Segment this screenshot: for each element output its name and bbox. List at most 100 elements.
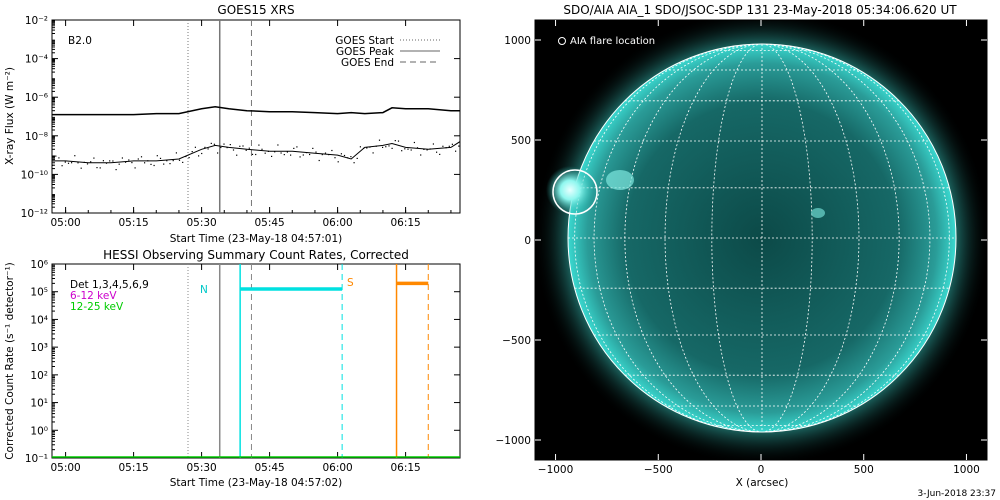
goes-short-channel-point: [309, 153, 311, 156]
goes-short-channel-point: [99, 167, 101, 169]
hessi-x-tick-label: 06:15: [390, 462, 420, 474]
goes-short-channel-point: [220, 146, 222, 149]
goes-short-channel-point: [172, 160, 174, 162]
hessi-y-tick-label: 10²: [30, 370, 48, 382]
goes-short-channel-point: [96, 167, 98, 169]
hessi-y-tick-label: 10⁻¹: [25, 453, 48, 465]
goes-short-channel-point: [144, 162, 146, 164]
longitude-line: [664, 44, 763, 432]
goes-short-channel-point: [353, 162, 355, 164]
goes-short-channel-point: [166, 160, 168, 162]
longitude-line: [761, 44, 813, 432]
aia-title: SDO/AIA AIA_1 SDO/JSOC-SDP 131 23-May-20…: [563, 3, 957, 17]
aia-y-tick-label: 0: [524, 235, 531, 247]
goes-short-channel-point: [178, 159, 181, 161]
aia-sun-image: SDO/AIA AIA_1 SDO/JSOC-SDP 131 23-May-20…: [495, 3, 988, 489]
goes-short-channel-point: [242, 145, 244, 147]
hessi-marker-s: S: [347, 277, 354, 289]
goes-short-channel-point: [248, 147, 250, 149]
hessi-y-ticks: 10⁻¹ 10⁰ 10¹ 10² 10³ 10⁴ 10⁵ 10⁶: [25, 259, 460, 465]
goes-short-channel-point: [423, 148, 425, 150]
goes-short-channel-point: [131, 162, 133, 164]
goes-title: GOES15 XRS: [217, 3, 294, 17]
hessi-x-tick-label: 05:30: [186, 462, 216, 474]
goes-x-axis-label: Start Time (23-May-18 04:57:01): [170, 233, 343, 245]
active-region-bright: [606, 170, 634, 190]
goes-short-channel-line: [52, 141, 460, 164]
goes-short-channel-point: [388, 145, 390, 147]
goes-short-channel-point: [305, 152, 308, 154]
goes-short-channel-point: [382, 146, 384, 148]
goes-short-channel-point: [359, 146, 361, 148]
goes-short-channel-point: [372, 152, 374, 154]
hessi-title: HESSI Observing Summary Count Rates, Cor…: [103, 248, 409, 262]
goes-short-channel-point: [296, 146, 298, 148]
hessi-y-tick-label: 10³: [30, 342, 48, 354]
active-region-small: [811, 208, 825, 218]
aia-x-tick-label: 500: [854, 464, 874, 476]
goes-short-channel-point: [293, 147, 295, 149]
goes-short-channel-point: [223, 143, 225, 145]
goes-short-channel-point: [210, 142, 212, 144]
goes-short-channel-point: [137, 158, 139, 160]
goes-short-channel-point: [302, 154, 304, 156]
hessi-y-tick-label: 10⁰: [30, 425, 48, 437]
goes-short-channel-point: [455, 150, 457, 152]
goes-short-channel-point: [191, 151, 193, 153]
goes-short-channel-point: [251, 153, 254, 155]
goes-short-channel-point: [112, 160, 114, 162]
goes-x-tick-label: 06:15: [390, 217, 420, 229]
goes-short-channel-point: [369, 146, 371, 148]
goes-short-channel-point: [213, 143, 215, 145]
aia-y-tick-label: 1000: [504, 35, 531, 47]
hessi-x-tick-label: 05:45: [254, 462, 284, 474]
goes-short-channel-point: [245, 149, 247, 151]
goes-short-channel-point: [147, 160, 149, 162]
goes-short-channel-point: [429, 148, 431, 150]
goes-short-channel-point: [448, 145, 450, 147]
hessi-y-tick-label: 10⁴: [30, 314, 48, 326]
goes-short-channel-point: [198, 155, 200, 157]
goes-short-channel-point: [407, 148, 409, 150]
goes-short-channel-point: [115, 169, 117, 171]
longitude-line: [761, 44, 860, 432]
aia-y-tick-label: −1000: [495, 435, 531, 447]
goes-x-tick-label: 05:00: [50, 217, 80, 229]
hessi-legend-detectors: Det 1,3,4,5,6,9: [70, 279, 149, 291]
goes-y-tick-label: 10⁻⁴: [25, 54, 48, 66]
goes-short-channel-point: [128, 159, 130, 161]
hessi-y-tick-label: 10⁶: [30, 259, 48, 271]
goes-short-channel-point: [125, 161, 127, 163]
goes-short-channel-point: [118, 163, 120, 165]
goes-series-group: [52, 106, 460, 171]
goes-short-channel-point: [436, 151, 438, 153]
goes-short-channel-point: [74, 155, 76, 157]
goes-short-channel-point: [283, 154, 285, 156]
hessi-legend-12-25kev: 12-25 keV: [70, 301, 124, 313]
goes-short-channel-point: [274, 151, 276, 153]
hessi-marker-n: N: [200, 284, 208, 296]
goes-short-channel-point: [401, 150, 403, 152]
goes-short-channel-point: [140, 156, 143, 158]
goes-short-channel-point: [185, 155, 187, 158]
hessi-legend-6-12kev: 6-12 keV: [70, 290, 117, 302]
goes-short-channel-point: [439, 153, 441, 155]
hessi-x-tick-label: 06:00: [322, 462, 352, 474]
hessi-x-tick-label: 05:00: [50, 462, 80, 474]
goes-short-channel-point: [258, 144, 260, 146]
hessi-y-tick-label: 10⁵: [30, 287, 48, 299]
goes-short-channel-point: [201, 152, 203, 155]
goes-short-channel-point: [410, 149, 412, 151]
goes-short-channel-point: [458, 145, 460, 147]
heliographic-grid: [568, 44, 956, 432]
aia-x-ticks: −1000 −500 0 500 1000: [538, 20, 980, 476]
goes-x-tick-label: 06:00: [322, 217, 352, 229]
goes-short-channel-point: [413, 141, 415, 144]
goes-y-axis-label: X-ray Flux (W m⁻²): [4, 67, 16, 165]
goes-short-channel-point: [239, 145, 241, 147]
goes-x-tick-label: 05:30: [186, 217, 216, 229]
hessi-legend: Det 1,3,4,5,6,9 6-12 keV 12-25 keV: [70, 279, 149, 313]
aia-legend-label: AIA flare location: [570, 36, 655, 47]
goes-short-channel-point: [156, 155, 158, 157]
goes-short-channel-point: [134, 167, 136, 169]
